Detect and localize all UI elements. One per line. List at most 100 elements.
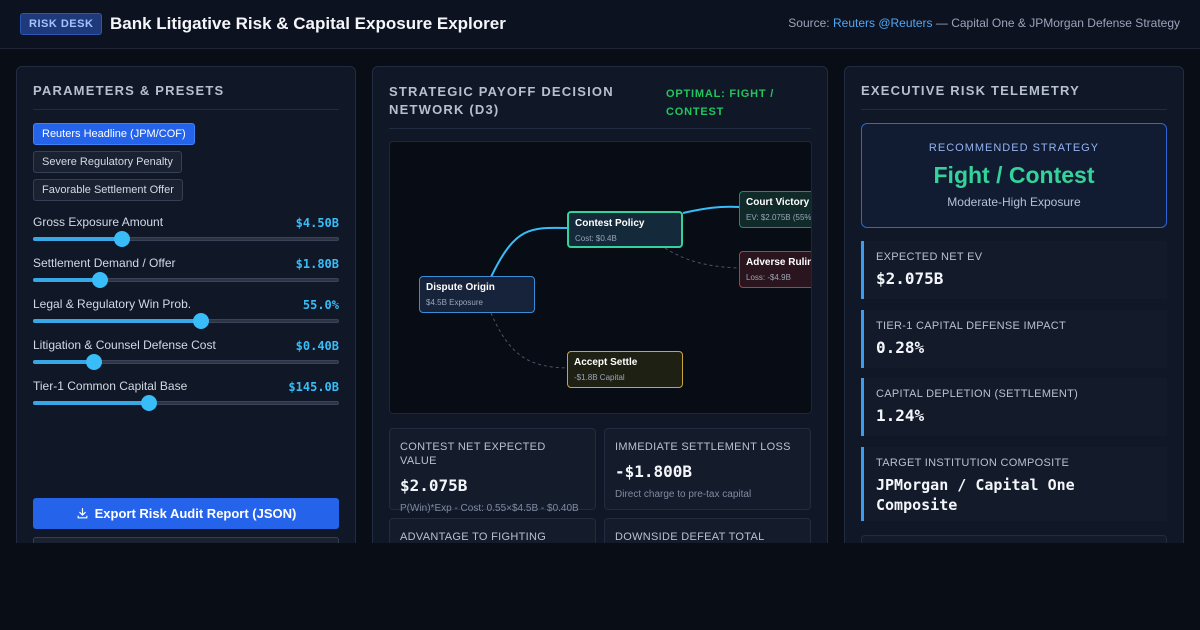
param-label-defense-cost: Litigation & Counsel Defense Cost (33, 338, 216, 352)
win-probability-slider[interactable] (33, 313, 339, 329)
title-line-2: NETWORK (D3) (389, 102, 500, 117)
parameters-panel-title: PARAMETERS & PRESETS (33, 83, 225, 98)
node-subtitle: EV: $2.075B (55% (746, 213, 812, 222)
node-subtitle: Loss: -$4.9B (746, 273, 791, 282)
param-value-win-probability: 55.0% (302, 298, 339, 312)
telemetry-panel-title: EXECUTIVE RISK TELEMETRY (861, 83, 1081, 98)
decision-network-graph[interactable]: Dispute Origin $4.5B Exposure Contest Pol… (389, 141, 812, 414)
risk-desk-badge: RISK DESK (20, 13, 103, 35)
preset-reuters-headline[interactable]: Reuters Headline (JPM/COF) (33, 123, 195, 145)
metric-label: CAPITAL DEPLETION (SETTLEMENT) (876, 388, 1079, 400)
node-title: Dispute Origin (426, 282, 495, 293)
node-court-victory[interactable]: Court Victory EV: $2.075B (55% (739, 191, 812, 228)
card-label: DOWNSIDE DEFEAT TOTAL (615, 531, 765, 543)
node-title: Court Victory (746, 197, 810, 208)
param-label-win-probability: Legal & Regulatory Win Prob. (33, 297, 192, 311)
edge-contest-victory (682, 205, 740, 214)
param-value-gross-exposure: $4.50B (295, 216, 339, 230)
node-subtitle: $4.5B Exposure (426, 298, 483, 307)
edge-origin-contest (490, 226, 568, 278)
card-label: ADVANTAGE TO FIGHTING (400, 531, 547, 543)
node-adverse-ruling[interactable]: Adverse Rulin Loss: -$4.9B (739, 251, 812, 288)
export-report-button[interactable]: Export Risk Audit Report (JSON) (33, 498, 339, 529)
defense-cost-slider[interactable] (33, 354, 339, 370)
param-value-settlement-demand: $1.80B (295, 257, 339, 271)
node-subtitle: Cost: $0.4B (575, 234, 617, 243)
node-accept-settle[interactable]: Accept Settle -$1.8B Capital (567, 351, 683, 388)
slider-fill (33, 401, 150, 405)
title-line-1: STRATEGIC PAYOFF DECISION (389, 84, 614, 99)
divider (389, 128, 811, 129)
parameters-panel: PARAMETERS & PRESETS Reuters Headline (J… (16, 66, 356, 586)
divider (33, 109, 339, 110)
slider-fill (33, 319, 202, 323)
metric-capital-depletion: CAPITAL DEPLETION (SETTLEMENT) 1.24% (861, 378, 1167, 436)
card-settlement-loss: IMMEDIATE SETTLEMENT LOSS -$1.800B Direc… (604, 428, 811, 510)
value-line-2: Composite (876, 496, 958, 514)
network-edges (490, 205, 740, 369)
recommended-strategy-value: Fight / Contest (933, 162, 1095, 188)
node-subtitle: -$1.8B Capital (574, 373, 625, 382)
param-label-capital-base: Tier-1 Common Capital Base (33, 379, 188, 393)
metric-capital-defense-impact: TIER-1 CAPITAL DEFENSE IMPACT 0.28% (861, 310, 1167, 368)
preset-severe-penalty[interactable]: Severe Regulatory Penalty (33, 151, 182, 173)
param-value-capital-base: $145.0B (288, 380, 339, 394)
param-value-defense-cost: $0.40B (295, 339, 339, 353)
gross-exposure-slider[interactable] (33, 231, 339, 247)
telemetry-panel: EXECUTIVE RISK TELEMETRY RECOMMENDED STR… (844, 66, 1184, 586)
node-contest-policy[interactable]: Contest Policy Cost: $0.4B (567, 211, 683, 248)
edge-origin-settle (490, 312, 568, 369)
card-label: CONTEST NET EXPECTED VALUE (400, 441, 546, 467)
node-title: Accept Settle (574, 357, 638, 368)
recommended-strategy-label: RECOMMENDED STRATEGY (928, 142, 1100, 154)
card-detail: P(Win)*Exp - Cost: 0.55×$4.5B - $0.40B (400, 503, 579, 514)
card-detail: Direct charge to pre-tax capital (615, 489, 752, 500)
download-icon (77, 508, 88, 519)
metric-label: TARGET INSTITUTION COMPOSITE (876, 457, 1070, 469)
metric-value: $2.075B (876, 269, 944, 288)
slider-thumb[interactable] (92, 272, 109, 288)
metric-value: JPMorgan / Capital One Composite (876, 475, 1167, 515)
metric-value: 1.24% (876, 406, 925, 425)
source-prefix: Source: (788, 16, 833, 30)
slider-thumb[interactable] (86, 354, 103, 370)
metric-value: 0.28% (876, 338, 925, 357)
node-title: Adverse Rulin (746, 257, 812, 268)
card-contest-net-ev: CONTEST NET EXPECTED VALUE $2.075B P(Win… (389, 428, 596, 514)
source-line: Source: Reuters @Reuters — Capital One &… (788, 16, 1180, 30)
metric-label: TIER-1 CAPITAL DEFENSE IMPACT (876, 320, 1067, 332)
node-dispute-origin[interactable]: Dispute Origin $4.5B Exposure (419, 276, 535, 313)
param-label-settlement-demand: Settlement Demand / Offer (33, 256, 176, 270)
decision-network-title: STRATEGIC PAYOFF DECISION NETWORK (D3) (389, 83, 614, 119)
exposure-level: Moderate-High Exposure (947, 195, 1081, 209)
param-label-gross-exposure: Gross Exposure Amount (33, 215, 164, 229)
source-suffix: — Capital One & JPMorgan Defense Strateg… (932, 16, 1180, 30)
slider-fill (33, 278, 101, 282)
app-title: Bank Litigative Risk & Capital Exposure … (110, 14, 506, 33)
slider-thumb[interactable] (141, 395, 158, 411)
decision-network-panel: STRATEGIC PAYOFF DECISION NETWORK (D3) OP… (372, 66, 828, 600)
capital-base-slider[interactable] (33, 395, 339, 411)
node-title: Contest Policy (575, 218, 645, 229)
metric-expected-net-ev: EXPECTED NET EV $2.075B (861, 241, 1167, 299)
top-header: RISK DESK Bank Litigative Risk & Capital… (0, 0, 1200, 49)
slider-fill (33, 237, 122, 241)
optimal-line-1: OPTIMAL: FIGHT / (666, 88, 775, 100)
slider-thumb[interactable] (113, 231, 130, 247)
divider (861, 109, 1167, 110)
slider-thumb[interactable] (193, 313, 210, 329)
metric-target-institution: TARGET INSTITUTION COMPOSITE JPMorgan / … (861, 447, 1167, 521)
recommended-strategy-box: RECOMMENDED STRATEGY Fight / Contest Mod… (861, 123, 1167, 228)
value-line-1: JPMorgan / Capital One (876, 476, 1075, 494)
settlement-demand-slider[interactable] (33, 272, 339, 288)
edge-contest-adverse (664, 247, 740, 269)
optimal-line-2: CONTEST (666, 106, 725, 118)
source-link[interactable]: Reuters @Reuters (832, 16, 933, 30)
page-bottom-background (0, 543, 1200, 630)
card-label: IMMEDIATE SETTLEMENT LOSS (615, 441, 791, 453)
export-report-label: Export Risk Audit Report (JSON) (94, 506, 297, 521)
preset-favorable-settlement[interactable]: Favorable Settlement Offer (33, 179, 183, 201)
card-value: -$1.800B (615, 462, 693, 481)
slider-fill (33, 360, 95, 364)
card-value: $2.075B (400, 476, 468, 495)
